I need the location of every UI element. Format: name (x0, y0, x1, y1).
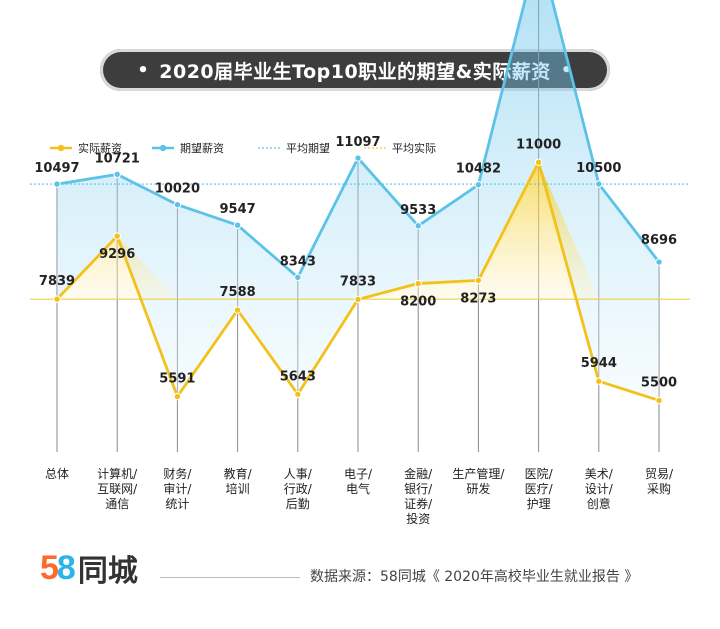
expected-value-label: 9547 (220, 202, 256, 217)
category-label: 医疗/ (525, 482, 554, 496)
expected-point (53, 180, 61, 188)
expected-value-label: 10721 (95, 151, 140, 166)
actual-value-label: 9296 (99, 247, 135, 262)
category-label: 采购 (647, 481, 671, 496)
actual-value-label: 11000 (516, 137, 561, 152)
category-label: 计算机/ (97, 466, 138, 481)
category-label: 电子/ (344, 467, 373, 481)
actual-point (354, 295, 362, 304)
category-label: 后勤 (286, 497, 310, 511)
actual-value-label: 8273 (460, 291, 496, 306)
legend-marker-1 (57, 144, 65, 152)
expected-point (113, 170, 121, 179)
expected-value-label: 10482 (456, 162, 501, 177)
category-label: 审计/ (163, 481, 192, 496)
category-label: 证券/ (404, 496, 433, 511)
category-label: 金融/ (404, 466, 433, 481)
category-label: 创意 (587, 496, 611, 511)
expected-point (173, 201, 182, 209)
expected-point (595, 180, 603, 188)
category-label: 通信 (105, 497, 129, 511)
category-label: 教育/ (224, 466, 253, 481)
category-label: 互联网/ (97, 482, 138, 496)
actual-value-label: 5944 (581, 356, 617, 371)
category-label: 行政/ (284, 482, 313, 496)
expected-point (655, 258, 663, 266)
category-label: 医院/ (525, 467, 554, 481)
footer-divider (160, 577, 300, 578)
actual-point (294, 390, 302, 398)
category-label: 培训 (226, 481, 250, 496)
expected-value-label: 8696 (641, 233, 677, 248)
category-label: 护理 (527, 497, 551, 511)
category-label: 研发 (466, 481, 490, 496)
expected-point (474, 181, 483, 189)
expected-value-label: 8343 (280, 254, 316, 269)
actual-value-label: 5591 (159, 372, 195, 387)
actual-value-label: 7588 (220, 285, 256, 300)
logo-text: 同城 (77, 554, 138, 589)
legend-label-1: 实际薪资 (78, 141, 122, 155)
expected-area (57, 0, 659, 401)
actual-point (474, 276, 483, 285)
actual-point (414, 279, 422, 288)
brand-logo: 5 8 同城 (40, 548, 138, 590)
category-label: 设计/ (585, 482, 614, 496)
expected-point (354, 154, 362, 162)
chart-title-text: 2020届毕业生Top10职业的期望&实际薪资 (159, 60, 551, 83)
actual-value-label: 7839 (39, 274, 75, 289)
actual-value-label: 5500 (641, 375, 677, 390)
expected-value-label: 10020 (155, 182, 200, 197)
category-label: 财务/ (163, 466, 192, 481)
expected-point (233, 221, 242, 229)
category-label: 统计 (165, 497, 189, 511)
logo-digit-8: 8 (56, 548, 76, 587)
expected-value-label: 11097 (335, 135, 380, 150)
actual-value-label: 5643 (280, 369, 316, 384)
title-dot-left: • (137, 59, 150, 81)
category-label: 投资 (406, 511, 430, 526)
actual-point (655, 396, 663, 405)
legend-label-2: 期望薪资 (180, 142, 224, 155)
actual-point (534, 158, 543, 167)
actual-value-label: 7833 (340, 274, 376, 289)
actual-value-label: 8200 (400, 295, 436, 310)
actual-point (595, 377, 603, 385)
actual-point (53, 295, 61, 303)
category-label: 电气 (346, 481, 370, 496)
expected-value-label: 9533 (400, 203, 436, 218)
category-label: 贸易/ (645, 467, 674, 481)
category-label: 生产管理/ (452, 466, 505, 481)
actual-area (57, 162, 659, 300)
actual-point (173, 392, 182, 401)
legend-marker-2 (159, 144, 167, 152)
category-label: 总体 (45, 467, 69, 481)
expected-value-label: 10497 (34, 161, 79, 176)
legend-label-4: 平均实际 (392, 141, 436, 155)
expected-point (294, 273, 302, 282)
category-label: 美术/ (585, 467, 614, 481)
logo-digit-5: 5 (40, 548, 59, 587)
expected-value-label: 10500 (576, 161, 621, 176)
data-source: 数据来源：58同城《 2020年高校毕业生就业报告 》 (310, 569, 639, 585)
actual-point (233, 306, 242, 314)
expected-point (414, 222, 422, 230)
category-label: 银行/ (404, 482, 433, 496)
category-label: 人事/ (284, 467, 313, 481)
actual-point (113, 232, 121, 240)
legend-label-3: 平均期望 (286, 142, 330, 155)
salary-line-chart: 实际薪资 期望薪资 平均期望 平均实际 10497 10721 10020 9547 8343 1… (30, 0, 690, 526)
